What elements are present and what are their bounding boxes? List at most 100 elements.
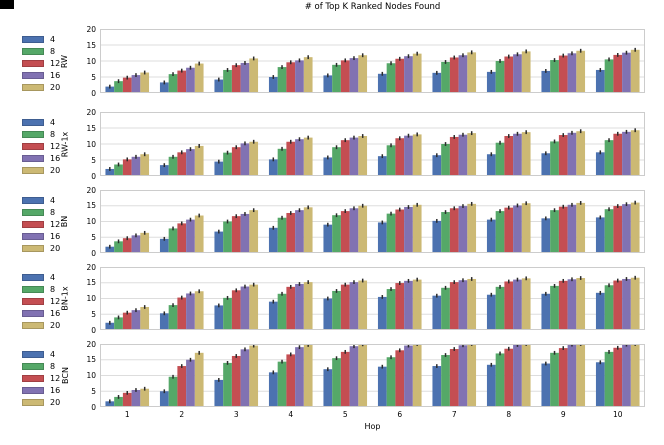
bar [622, 52, 631, 93]
bar [303, 57, 313, 93]
axes-border [100, 29, 645, 93]
bar [277, 361, 287, 407]
bar [622, 278, 631, 330]
y-axis-label-text: BN-1x [60, 286, 70, 311]
bar [604, 351, 614, 407]
bar [295, 210, 304, 253]
bar [177, 297, 187, 330]
bar [168, 156, 178, 176]
y-tick-label: 15 [86, 278, 96, 288]
legend-entry: 16 [22, 385, 60, 396]
legend-swatch [22, 374, 44, 382]
bar [395, 138, 405, 176]
bar [504, 207, 514, 253]
legend-entry: 16 [22, 231, 60, 242]
bar [332, 358, 341, 407]
bar [140, 154, 150, 176]
y-tick-label: 20 [86, 339, 96, 349]
bar [386, 63, 396, 93]
x-tick-label: 9 [560, 410, 566, 419]
bar [604, 285, 614, 330]
bar [114, 317, 123, 330]
legend-label: 20 [50, 320, 61, 330]
bar [140, 72, 150, 93]
bar [295, 60, 304, 93]
legend-swatch [22, 155, 44, 162]
bar [122, 238, 132, 253]
bar [630, 202, 640, 253]
legend-label: 12 [50, 219, 61, 229]
legend-swatch [22, 60, 44, 67]
bar [122, 159, 132, 176]
legend-label: 16 [50, 231, 61, 241]
bar [567, 344, 577, 407]
bar [604, 59, 614, 93]
legend-entry: 12 [22, 373, 60, 384]
bar [558, 55, 568, 93]
bar [114, 396, 123, 407]
bar [249, 58, 259, 93]
bar [268, 159, 278, 176]
bar [240, 143, 250, 176]
bar [131, 235, 141, 253]
bar [432, 220, 442, 253]
y-tick-label: 5 [91, 232, 96, 242]
bar [613, 206, 623, 253]
bar [249, 345, 259, 407]
bar [332, 290, 341, 330]
bar [604, 209, 614, 253]
bar [268, 227, 278, 253]
bar [486, 71, 496, 93]
bar [277, 148, 287, 176]
legend-entry: 4 [22, 349, 55, 360]
bar [432, 295, 442, 330]
bar [249, 210, 259, 253]
bar [504, 136, 514, 176]
legend-entry: 8 [22, 361, 55, 372]
bar [332, 64, 341, 93]
legend-label: 16 [50, 385, 61, 395]
bar [131, 389, 141, 407]
bar [550, 285, 559, 330]
bar [249, 284, 259, 330]
bar [495, 286, 505, 330]
bar [458, 206, 468, 253]
bar [295, 284, 304, 330]
bar [303, 207, 313, 253]
bar [105, 246, 115, 253]
bar [595, 292, 605, 330]
bar [521, 278, 531, 330]
bar [449, 57, 459, 93]
bar [114, 81, 123, 93]
bar [630, 344, 640, 407]
y-tick-label: 20 [86, 262, 96, 272]
bar [504, 281, 514, 330]
bar [432, 366, 442, 407]
bar [467, 203, 477, 253]
bar [340, 211, 350, 253]
bar [550, 60, 559, 93]
bar [240, 62, 250, 93]
bar [159, 82, 169, 93]
bar [541, 218, 551, 253]
legend-swatch [22, 362, 44, 370]
bar [340, 284, 350, 330]
y-tick-label: 5 [91, 309, 96, 319]
bar [395, 350, 405, 407]
bar [432, 155, 442, 176]
bar [303, 282, 313, 330]
bar [449, 136, 459, 176]
bar [467, 133, 477, 176]
bar [467, 344, 477, 407]
bar [495, 353, 505, 407]
bar [277, 67, 287, 93]
legend-entry: 12 [22, 141, 60, 152]
legend-entry: 8 [22, 207, 55, 218]
legend-label: 4 [50, 195, 56, 205]
legend-entry: 20 [22, 165, 60, 176]
chart-title: # of Top K Ranked Nodes Found [304, 2, 441, 12]
legend-swatch [22, 350, 44, 358]
bar [404, 56, 413, 93]
y-tick-label: 0 [91, 325, 96, 335]
bar [386, 289, 396, 330]
